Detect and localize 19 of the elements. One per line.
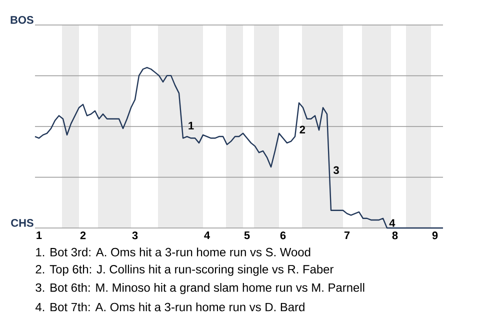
text: 2. Top 6th: J. Collins hit a run-scoring single vs R. Faber (36, 264, 334, 276)
x-tick-label: 9 (432, 232, 438, 240)
x-tick-label: 4 (204, 232, 210, 240)
text: CHS (11, 219, 34, 227)
x-tick-label: 5 (244, 232, 250, 240)
x-tick-label: 8 (392, 232, 398, 240)
x-tick-label: 2 (80, 232, 86, 240)
x-tick-label: 3 (132, 232, 138, 240)
text: BOS (10, 16, 34, 24)
x-tick-label: 6 (280, 232, 286, 240)
annotation: 4 (389, 219, 396, 227)
annotation: 2 (300, 126, 306, 134)
text: 4. Bot 7th: A. Oms hit a 3-run home run vs D. Bard (35, 302, 304, 312)
text: 3. Bot 6th: M. Minoso hit a grand slam home run vs M. Parnell (36, 283, 364, 294)
x-tick-label: 7 (344, 232, 350, 240)
annotation: 1 (188, 122, 194, 130)
x-tick-label: 1 (36, 232, 42, 240)
text: 1. Bot 3rd: A. Oms hit a 3-run home run vs S. Wood (36, 248, 310, 256)
annotation: 3 (333, 166, 339, 174)
